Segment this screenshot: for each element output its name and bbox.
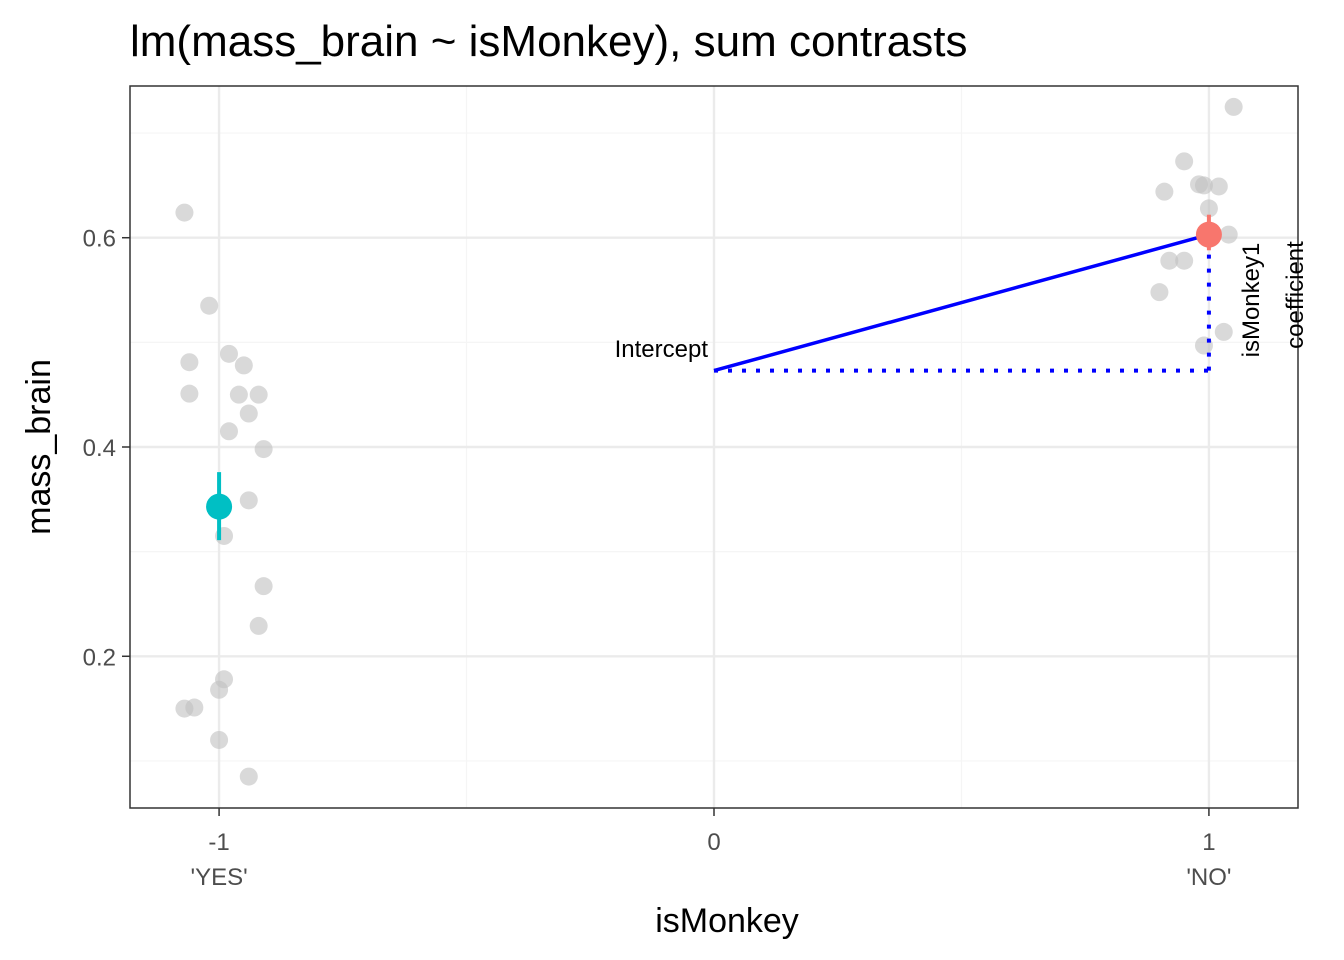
data-point [210,730,229,749]
coefficient-annotation-line1: isMonkey1 [1238,243,1265,358]
group-means [206,214,1222,541]
grid [130,86,1298,808]
data-point [219,344,238,363]
x-tick-label: 0 [707,829,720,856]
data-point [1214,322,1233,341]
data-point [219,422,238,441]
data-point [239,767,258,786]
data-point [1224,97,1243,116]
data-point [180,353,199,372]
x-axis-title: isMonkey [655,902,799,940]
y-tick-label: 0.2 [83,644,116,671]
slope-line [713,232,1210,373]
x-axis: -1 'YES' 0 1 'NO' [190,808,1232,891]
x-tick-sublabel: 'NO' [1186,864,1231,891]
group-mean-point [206,493,233,520]
data-point [1160,251,1179,270]
data-point [185,698,204,717]
data-point [1150,283,1169,302]
data-point [249,385,268,404]
data-point [180,384,199,403]
x-tick-sublabel: 'YES' [190,864,247,891]
data-point [239,491,258,510]
data-point [249,616,268,635]
y-axis-title: mass_brain [20,359,58,535]
intercept-annotation: Intercept [615,336,709,363]
data-point [229,385,248,404]
chart-title: lm(mass_brain ~ isMonkey), sum contrasts [130,17,967,66]
group-mean-point [1195,221,1222,248]
data-point [254,577,273,596]
data-point [200,296,219,315]
data-point [239,404,258,423]
data-point [1219,225,1238,244]
y-tick-label: 0.4 [83,435,116,462]
data-point [1199,199,1218,218]
points [175,97,1243,786]
y-tick-label: 0.6 [83,226,116,253]
y-axis: 0.2 0.4 0.6 [83,226,130,671]
data-point [1175,251,1194,270]
data-point [234,356,253,375]
data-point [1155,182,1174,201]
data-point [1209,177,1228,196]
data-point [210,680,229,699]
data-point [1194,176,1213,195]
model-lines [713,232,1211,373]
data-point [175,203,194,222]
data-point [1175,152,1194,171]
x-tick-label: -1 [208,829,229,856]
coefficient-annotation-line2: coefficient [1282,241,1309,349]
x-tick-label: 1 [1202,829,1215,856]
data-point [254,440,273,459]
